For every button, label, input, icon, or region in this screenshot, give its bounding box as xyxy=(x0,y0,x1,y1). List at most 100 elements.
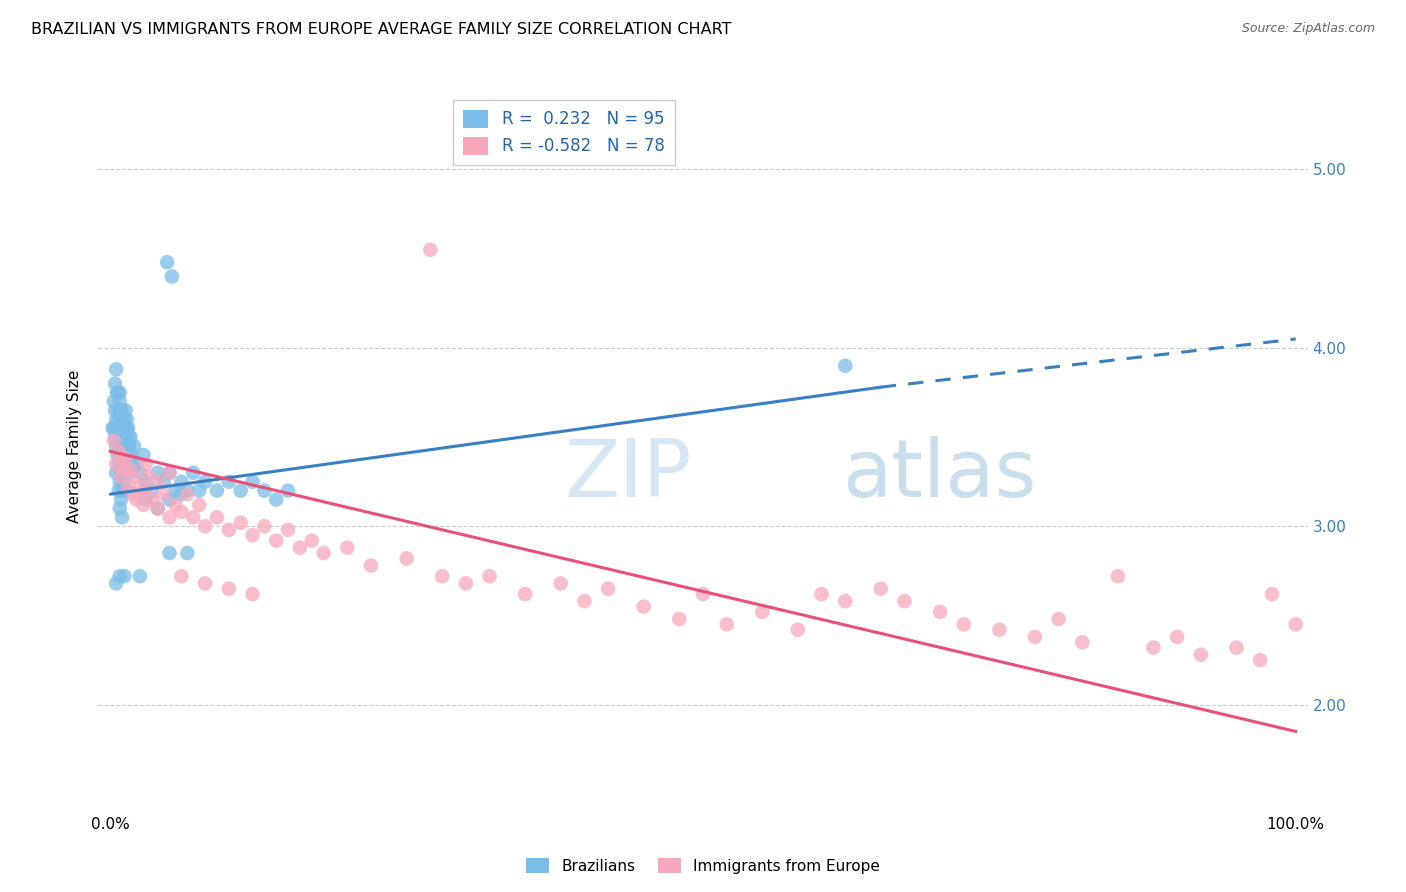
Point xyxy=(312,546,335,560)
Point xyxy=(108,569,131,583)
Point xyxy=(146,501,169,516)
Point xyxy=(135,457,157,471)
Point xyxy=(114,457,136,471)
Legend: Brazilians, Immigrants from Europe: Brazilians, Immigrants from Europe xyxy=(520,852,886,880)
Point xyxy=(105,457,128,471)
Point xyxy=(1285,617,1308,632)
Y-axis label: Average Family Size: Average Family Size xyxy=(67,369,83,523)
Point xyxy=(135,483,157,498)
Point xyxy=(112,462,135,476)
Point xyxy=(114,439,136,453)
Text: atlas: atlas xyxy=(842,436,1036,515)
Point xyxy=(118,430,141,444)
Point xyxy=(117,480,139,494)
Point xyxy=(120,448,142,462)
Point xyxy=(135,475,157,489)
Point xyxy=(110,439,132,453)
Point xyxy=(115,421,138,435)
Point xyxy=(117,466,139,480)
Text: ZIP: ZIP xyxy=(564,436,692,515)
Point xyxy=(550,576,572,591)
Point xyxy=(1261,587,1284,601)
Point xyxy=(112,448,135,462)
Point xyxy=(360,558,382,573)
Point xyxy=(108,394,131,409)
Point xyxy=(105,466,128,480)
Point xyxy=(869,582,891,596)
Point xyxy=(152,487,174,501)
Point xyxy=(242,528,264,542)
Point xyxy=(114,430,136,444)
Point xyxy=(125,492,148,507)
Point xyxy=(277,523,299,537)
Point xyxy=(107,457,129,471)
Point xyxy=(159,510,181,524)
Point xyxy=(129,466,152,480)
Point xyxy=(1071,635,1094,649)
Point xyxy=(105,362,128,376)
Point xyxy=(112,475,135,489)
Point xyxy=(893,594,915,608)
Point xyxy=(242,475,264,489)
Point xyxy=(110,412,132,426)
Point xyxy=(301,533,323,548)
Point xyxy=(432,569,454,583)
Point xyxy=(218,523,240,537)
Point xyxy=(129,569,152,583)
Point xyxy=(574,594,596,608)
Point xyxy=(121,457,143,471)
Point xyxy=(141,492,163,507)
Point xyxy=(121,448,143,462)
Point xyxy=(115,412,138,426)
Point xyxy=(159,546,181,560)
Point xyxy=(117,421,139,435)
Point xyxy=(1249,653,1271,667)
Point xyxy=(1189,648,1212,662)
Point xyxy=(107,412,129,426)
Point xyxy=(103,421,125,435)
Point xyxy=(1225,640,1247,655)
Point xyxy=(111,451,134,466)
Point xyxy=(336,541,359,555)
Point xyxy=(120,430,142,444)
Point xyxy=(176,546,198,560)
Point xyxy=(988,623,1011,637)
Point xyxy=(188,498,211,512)
Point xyxy=(181,466,204,480)
Point xyxy=(110,492,132,507)
Point xyxy=(114,569,136,583)
Point xyxy=(205,510,228,524)
Point xyxy=(105,439,128,453)
Point xyxy=(105,421,128,435)
Point xyxy=(103,394,125,409)
Point xyxy=(786,623,808,637)
Point xyxy=(105,448,128,462)
Point xyxy=(218,582,240,596)
Point xyxy=(170,487,193,501)
Point xyxy=(188,483,211,498)
Point xyxy=(165,483,187,498)
Point xyxy=(156,255,179,269)
Point xyxy=(107,483,129,498)
Point xyxy=(117,439,139,453)
Point xyxy=(129,480,152,494)
Point xyxy=(103,434,125,448)
Point xyxy=(105,385,128,400)
Text: Source: ZipAtlas.com: Source: ZipAtlas.com xyxy=(1241,22,1375,36)
Point xyxy=(146,466,169,480)
Point xyxy=(101,421,124,435)
Point xyxy=(277,483,299,498)
Point xyxy=(264,492,287,507)
Point xyxy=(929,605,952,619)
Point xyxy=(104,403,127,417)
Point xyxy=(114,466,136,480)
Point xyxy=(104,376,127,391)
Point xyxy=(264,533,287,548)
Point xyxy=(110,466,132,480)
Point xyxy=(176,483,198,498)
Point xyxy=(160,269,183,284)
Point xyxy=(108,385,131,400)
Point xyxy=(146,501,169,516)
Point xyxy=(136,469,159,483)
Point xyxy=(111,430,134,444)
